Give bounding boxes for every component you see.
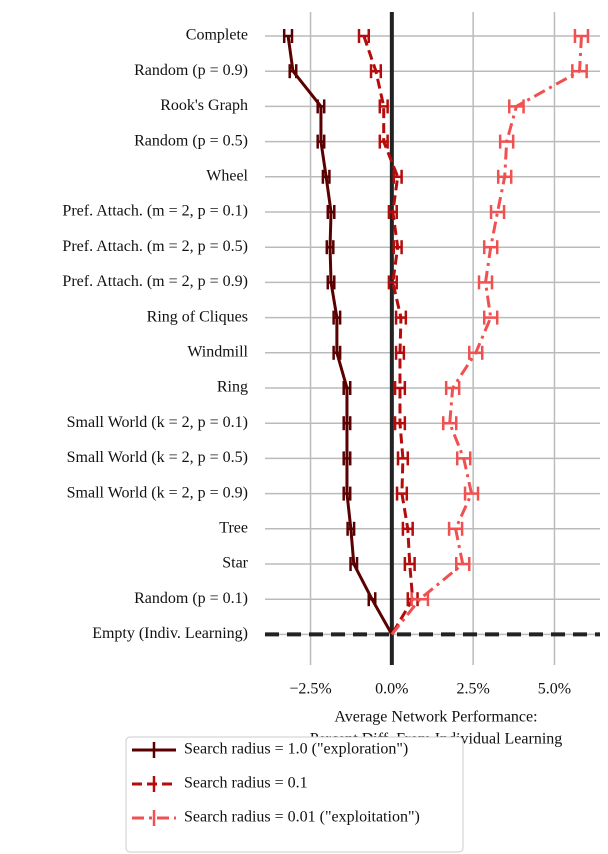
error-bar xyxy=(463,486,480,501)
error-bar xyxy=(326,205,336,219)
error-bar xyxy=(393,416,407,431)
y-tick-label: Small World (k = 2, p = 0.5) xyxy=(67,449,248,466)
y-tick-label: Pref. Attach. (m = 2, p = 0.9) xyxy=(62,273,248,290)
error-bar xyxy=(482,240,499,255)
y-tick-label: Pref. Attach. (m = 2, p = 0.1) xyxy=(62,203,248,220)
error-bar xyxy=(394,310,408,325)
x-tick-label: 2.5% xyxy=(456,681,489,698)
error-bar xyxy=(392,240,403,255)
error-bar xyxy=(455,451,472,466)
error-bar xyxy=(477,275,494,290)
error-bar xyxy=(325,240,335,255)
error-bar xyxy=(468,345,484,360)
y-tick-label: Small World (k = 2, p = 0.9) xyxy=(67,484,248,501)
error-bar xyxy=(332,310,342,325)
error-bar xyxy=(349,557,359,571)
error-bar xyxy=(357,29,371,43)
y-tick-label: Rook's Graph xyxy=(160,97,248,114)
y-tick-label: Ring xyxy=(217,379,248,396)
error-bar xyxy=(496,169,513,184)
error-bar xyxy=(392,169,403,184)
y-tick-label: Small World (k = 2, p = 0.1) xyxy=(67,414,248,431)
error-bar xyxy=(378,134,389,149)
error-bar xyxy=(571,64,588,79)
error-bar xyxy=(444,381,461,395)
y-tick-label: Empty (Indiv. Learning) xyxy=(92,625,248,642)
error-bar xyxy=(401,521,414,536)
error-bar xyxy=(508,99,525,114)
error-bar xyxy=(482,310,499,325)
error-bar xyxy=(378,99,389,114)
error-bar xyxy=(332,345,342,360)
error-bar xyxy=(282,29,294,43)
error-bar xyxy=(403,557,416,571)
error-bar xyxy=(288,64,298,79)
error-bar xyxy=(441,416,458,431)
error-bar xyxy=(498,134,515,149)
error-bar xyxy=(316,134,326,149)
error-bar xyxy=(410,592,430,607)
error-bar xyxy=(342,416,352,431)
error-bar xyxy=(387,205,398,219)
y-tick-label: Star xyxy=(222,555,248,572)
error-bar xyxy=(316,99,326,114)
legend-label: Search radius = 0.1 xyxy=(184,775,308,792)
error-bar xyxy=(395,486,409,501)
y-tick-label: Complete xyxy=(186,27,248,44)
error-bar xyxy=(396,451,410,466)
error-bar xyxy=(394,345,406,360)
error-bar xyxy=(393,381,407,395)
series-line xyxy=(286,35,394,636)
y-tick-label: Ring of Cliques xyxy=(147,308,248,325)
error-bar xyxy=(369,64,383,79)
x-axis-label: Average Network Performance: xyxy=(334,709,537,726)
error-bar xyxy=(573,29,590,43)
y-tick-label: Random (p = 0.1) xyxy=(134,590,248,607)
series-line xyxy=(362,35,415,636)
error-bar xyxy=(489,205,506,219)
legend-label: Search radius = 1.0 ("exploration") xyxy=(184,741,408,758)
error-bar xyxy=(367,592,377,607)
x-tick-label: −2.5% xyxy=(289,681,331,698)
error-bar xyxy=(346,521,356,536)
x-tick-label: 0.0% xyxy=(375,681,408,698)
y-tick-label: Random (p = 0.5) xyxy=(134,132,248,149)
error-bar xyxy=(326,275,336,290)
x-tick-label: 5.0% xyxy=(538,681,571,698)
y-tick-label: Pref. Attach. (m = 2, p = 0.5) xyxy=(62,238,248,255)
error-bar xyxy=(342,381,352,395)
y-tick-label: Tree xyxy=(219,519,248,536)
error-bar xyxy=(342,486,352,501)
error-bar xyxy=(342,451,352,466)
legend-box xyxy=(125,736,464,853)
y-tick-label: Windmill xyxy=(187,343,248,360)
error-bar xyxy=(387,275,398,290)
y-tick-label: Wheel xyxy=(206,167,248,184)
error-bar xyxy=(321,169,331,184)
error-bar xyxy=(447,521,464,536)
y-tick-label: Random (p = 0.9) xyxy=(134,62,248,79)
error-bar xyxy=(454,557,471,571)
series-line xyxy=(390,35,583,636)
legend-label: Search radius = 0.01 ("exploitation") xyxy=(184,809,420,826)
